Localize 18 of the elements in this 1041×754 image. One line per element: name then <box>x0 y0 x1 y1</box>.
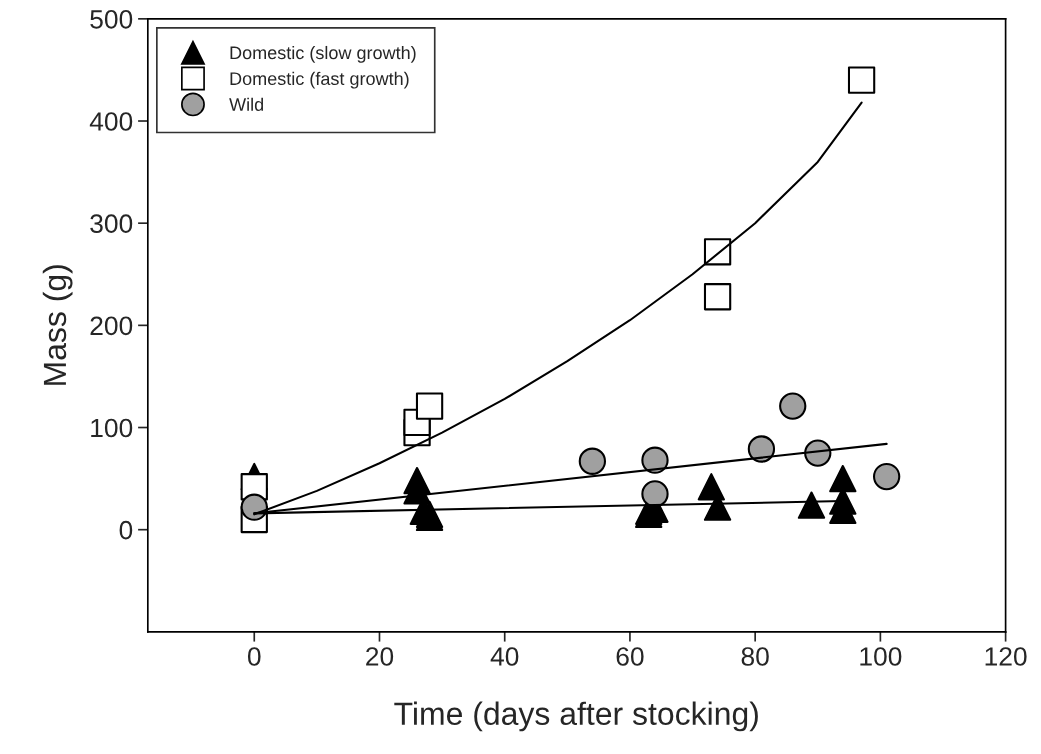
x-tick-label: 120 <box>985 647 1027 666</box>
y-tick-label: 0 <box>119 520 133 540</box>
y-tick-label: 100 <box>91 418 133 438</box>
y-tick-label: 400 <box>89 112 133 131</box>
y-tick-label: 300 <box>90 214 133 234</box>
x-tick-label: 20 <box>366 647 394 666</box>
x-tick-label: 80 <box>741 647 769 666</box>
legend-label: Domestic (slow growth) <box>230 45 416 63</box>
x-tick-label: 40 <box>490 647 519 666</box>
y-tick-label: 200 <box>90 316 133 336</box>
x-tick-label: 100 <box>860 647 902 666</box>
x-tick-label: 0 <box>247 647 261 666</box>
legend-label: Wild <box>229 97 264 111</box>
x-tick-label: 60 <box>616 647 644 666</box>
legend-label: Domestic (fast growth) <box>230 71 409 89</box>
y-tick-label: 500 <box>90 9 133 29</box>
x-axis-title: Time (days after stocking) <box>394 701 758 732</box>
y-axis-title: Mass (g) <box>42 265 73 385</box>
